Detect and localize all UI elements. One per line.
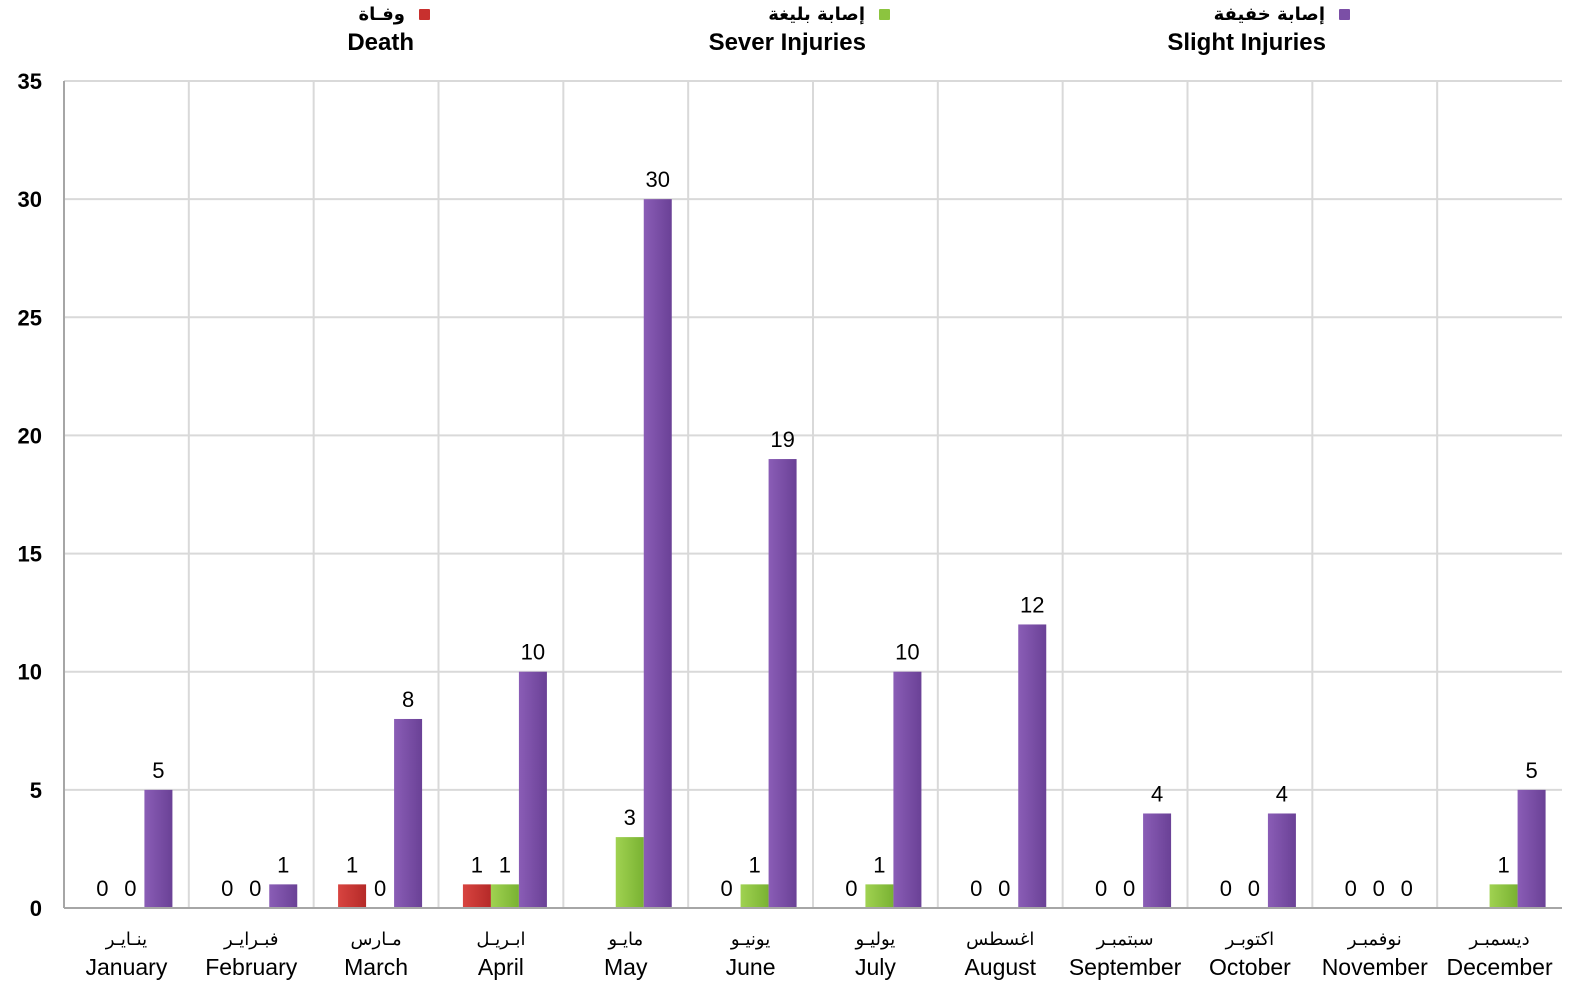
- data-label-death: 0: [970, 876, 982, 901]
- x-tick-label: December: [1447, 954, 1553, 980]
- bar-death: [462, 884, 491, 908]
- data-label-severe: 0: [374, 876, 386, 901]
- x-tick-label-ar: فبـرايـر: [223, 929, 278, 950]
- x-tick-label-ar: ابـريـل: [476, 929, 525, 950]
- y-tick-label: 10: [18, 660, 42, 685]
- x-tick-label: October: [1209, 954, 1291, 980]
- x-tick-label-ar: ديسمبـر: [1469, 929, 1530, 950]
- x-tick-label: February: [205, 954, 298, 980]
- data-label-slight: 4: [1276, 781, 1288, 806]
- bar-slight: [1517, 789, 1546, 908]
- data-label-death: 1: [471, 852, 483, 877]
- x-tick-label-ar: ينـايـر: [105, 929, 147, 950]
- data-label-severe: 0: [998, 876, 1010, 901]
- bar-slight: [518, 671, 547, 908]
- data-label-severe: 3: [624, 805, 636, 830]
- data-label-slight: 5: [152, 758, 164, 783]
- x-tick-label-ar: نوفمبـر: [1347, 929, 1402, 950]
- data-label-death: 0: [1220, 876, 1232, 901]
- legend-severe-label: Sever Injuries: [708, 29, 866, 56]
- legend-death-swatch: [419, 9, 430, 20]
- data-label-slight: 19: [770, 427, 794, 452]
- bar-severe: [740, 884, 769, 908]
- bar-severe: [490, 884, 519, 908]
- data-label-death: 0: [221, 876, 233, 901]
- x-tick-label: September: [1069, 954, 1182, 980]
- data-label-severe: 1: [748, 852, 760, 877]
- data-label-death: 1: [346, 852, 358, 877]
- bar-death: [338, 884, 367, 908]
- data-label-death: 0: [1345, 876, 1357, 901]
- y-tick-label: 25: [18, 305, 42, 330]
- data-label-slight: 10: [521, 640, 545, 665]
- data-label-severe: 1: [499, 852, 511, 877]
- data-label-slight: 5: [1525, 758, 1537, 783]
- x-tick-label-ar: اكتوبـر: [1225, 929, 1275, 950]
- bar-severe: [615, 837, 644, 908]
- data-label-severe: 0: [1373, 876, 1385, 901]
- x-tick-label: November: [1322, 954, 1428, 980]
- x-tick-label: July: [855, 954, 896, 980]
- legend-severe: إصابة بليغة Sever Injuries: [660, 4, 890, 57]
- data-label-death: 0: [720, 876, 732, 901]
- data-label-death: 0: [845, 876, 857, 901]
- data-label-severe: 0: [1248, 876, 1260, 901]
- data-label-severe: 0: [1123, 876, 1135, 901]
- data-label-slight: 10: [895, 640, 919, 665]
- x-tick-label: August: [964, 954, 1036, 980]
- data-label-slight: 12: [1020, 592, 1044, 617]
- data-label-slight: 0: [1401, 876, 1413, 901]
- bar-slight: [893, 671, 922, 908]
- x-tick-label-ar: يوليـو: [855, 929, 896, 950]
- bar-slight: [1267, 813, 1296, 908]
- legend-death-label: Death: [347, 29, 414, 56]
- bar-slight: [768, 459, 797, 908]
- legend-severe-swatch: [879, 9, 890, 20]
- y-tick-label: 35: [18, 69, 42, 94]
- data-label-death: 0: [1095, 876, 1107, 901]
- y-tick-label: 0: [30, 896, 42, 921]
- data-label-severe: 0: [249, 876, 261, 901]
- bar-severe: [865, 884, 894, 908]
- data-label-severe: 0: [124, 876, 136, 901]
- data-label-severe: 1: [873, 852, 885, 877]
- data-label-slight: 30: [646, 167, 670, 192]
- legend-slight-label: Slight Injuries: [1167, 29, 1326, 56]
- data-label-slight: 8: [402, 687, 414, 712]
- x-tick-label: March: [344, 954, 408, 980]
- y-tick-label: 20: [18, 423, 42, 448]
- bar-slight: [144, 789, 173, 908]
- bar-severe: [1489, 884, 1518, 908]
- legend-death-label-ar: وفـاة: [358, 4, 405, 25]
- data-label-death: 0: [96, 876, 108, 901]
- y-tick-label: 15: [18, 542, 42, 567]
- x-tick-label-ar: اغسطس: [966, 929, 1034, 950]
- x-tick-label: April: [478, 954, 524, 980]
- legend-slight-swatch: [1339, 9, 1350, 20]
- data-label-slight: 4: [1151, 781, 1163, 806]
- data-label-slight: 1: [277, 852, 289, 877]
- y-tick-label: 5: [30, 778, 42, 803]
- bar-slight: [643, 199, 672, 909]
- x-tick-label-ar: يونيـو: [730, 929, 770, 950]
- legend-death: وفـاة Death: [300, 4, 430, 57]
- x-tick-label: January: [86, 954, 168, 980]
- x-tick-label-ar: مايـو: [607, 929, 643, 950]
- bar-slight: [1018, 624, 1047, 908]
- x-tick-label: May: [604, 954, 648, 980]
- y-tick-label: 30: [18, 187, 42, 212]
- data-label-severe: 1: [1497, 852, 1509, 877]
- x-tick-label-ar: سبتمبـر: [1096, 929, 1154, 950]
- x-tick-label: June: [726, 954, 776, 980]
- legend-severe-label-ar: إصابة بليغة: [768, 4, 865, 25]
- x-tick-label-ar: مـارس: [351, 929, 402, 950]
- bar-slight: [1143, 813, 1172, 908]
- legend-slight: إصابة خفيفة Slight Injuries: [1120, 4, 1350, 57]
- legend-slight-label-ar: إصابة خفيفة: [1213, 4, 1325, 25]
- bar-slight: [269, 884, 298, 908]
- bar-slight: [394, 718, 423, 908]
